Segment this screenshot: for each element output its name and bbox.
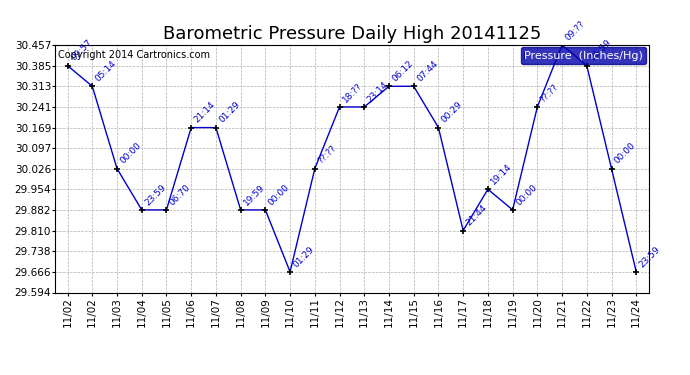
Text: 09:??: 09:?? bbox=[564, 19, 586, 42]
Text: 01:29: 01:29 bbox=[291, 244, 316, 269]
Text: 21:44: 21:44 bbox=[464, 203, 489, 228]
Text: 00:00: 00:00 bbox=[267, 183, 291, 207]
Text: 00:00: 00:00 bbox=[514, 183, 539, 207]
Text: 06:70: 06:70 bbox=[168, 183, 193, 207]
Text: 18:??: 18:?? bbox=[341, 81, 364, 104]
Text: 07:44: 07:44 bbox=[415, 59, 440, 84]
Text: Copyright 2014 Cartronics.com: Copyright 2014 Cartronics.com bbox=[58, 50, 210, 60]
Text: ??:??: ??:?? bbox=[316, 144, 338, 166]
Text: 06:12: 06:12 bbox=[391, 59, 415, 84]
Text: 19:59: 19:59 bbox=[242, 183, 267, 207]
Title: Barometric Pressure Daily High 20141125: Barometric Pressure Daily High 20141125 bbox=[163, 26, 541, 44]
Text: 06:59: 06:59 bbox=[588, 38, 613, 63]
Text: 23:59: 23:59 bbox=[143, 183, 168, 207]
Text: 23:14: 23:14 bbox=[366, 80, 390, 104]
Text: 09:57: 09:57 bbox=[69, 38, 94, 63]
Text: 21:14: 21:14 bbox=[193, 100, 217, 125]
Legend: Pressure  (Inches/Hg): Pressure (Inches/Hg) bbox=[521, 47, 647, 64]
Text: 00:00: 00:00 bbox=[119, 141, 143, 166]
Text: 23:59: 23:59 bbox=[638, 244, 662, 269]
Text: 05:14: 05:14 bbox=[94, 59, 118, 84]
Text: ??:??: ??:?? bbox=[539, 82, 560, 104]
Text: 00:00: 00:00 bbox=[613, 141, 638, 166]
Text: 19:14: 19:14 bbox=[489, 162, 514, 186]
Text: 01:29: 01:29 bbox=[217, 100, 242, 125]
Text: 00:29: 00:29 bbox=[440, 100, 464, 125]
